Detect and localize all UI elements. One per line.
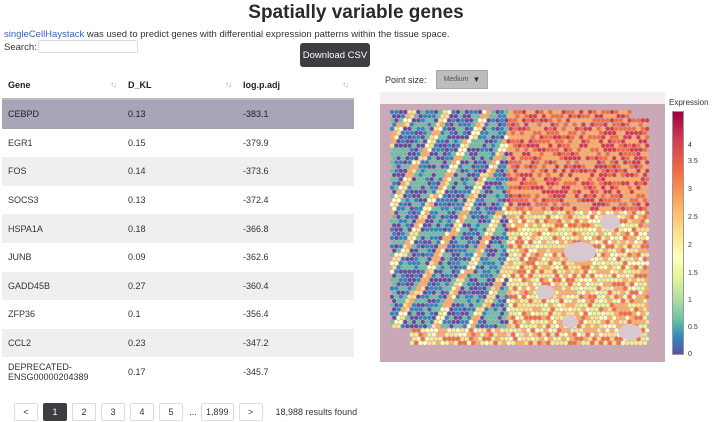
pagination: < 1 2 3 4 5 ... 1,899 > 18,988 results f… xyxy=(14,402,357,422)
column-header-label: Gene xyxy=(8,80,31,90)
page-button-last[interactable]: 1,899 xyxy=(201,403,234,421)
expression-colorbar xyxy=(672,111,684,355)
logp-cell: -347.2 xyxy=(237,328,354,358)
column-header-label: log.p.adj xyxy=(243,80,280,90)
table-row[interactable]: HSPA1A 0.18 -366.8 xyxy=(2,214,354,243)
dkl-cell: 0.09 xyxy=(122,242,237,272)
genes-table: Gene ↑↓ D_KL ↑↓ log.p.adj ↑↓ CEBPD 0.13 -383.… xyxy=(2,72,354,386)
page-button-4[interactable]: 4 xyxy=(130,403,154,421)
intro-text: singleCellHaystack was used to predict g… xyxy=(4,29,450,40)
dkl-cell: 0.17 xyxy=(122,357,237,386)
gene-cell: HSPA1A xyxy=(2,214,122,243)
search-input[interactable] xyxy=(38,40,138,53)
legend-tick-label: 3 xyxy=(688,186,692,193)
logp-cell: -383.1 xyxy=(237,99,354,129)
legend-tick-label: 2.5 xyxy=(688,214,698,221)
point-size-value: Medium xyxy=(443,76,469,83)
table-row[interactable]: CEBPD 0.13 -383.1 xyxy=(2,99,354,129)
search-label: Search: xyxy=(4,42,37,53)
dkl-cell: 0.27 xyxy=(122,271,237,301)
column-header-dkl[interactable]: D_KL ↑↓ xyxy=(122,72,237,100)
gene-cell: ZFP36 xyxy=(2,300,122,329)
gene-cell: CEBPD xyxy=(2,99,122,129)
sort-icon[interactable]: ↑↓ xyxy=(342,80,349,89)
table-row[interactable]: SOCS3 0.13 -372.4 xyxy=(2,185,354,215)
table-row[interactable]: JUNB 0.09 -362.6 xyxy=(2,242,354,272)
gene-cell: CCL2 xyxy=(2,328,122,358)
download-csv-button[interactable]: Download CSV xyxy=(300,43,370,67)
column-header-gene[interactable]: Gene ↑↓ xyxy=(2,72,122,100)
gene-cell: DEPRECATED-ENSG00000204389 xyxy=(2,357,122,386)
logp-cell: -360.4 xyxy=(237,271,354,301)
legend-tick-label: 3.5 xyxy=(688,158,698,165)
next-page-button[interactable]: > xyxy=(238,403,263,421)
logp-cell: -373.6 xyxy=(237,157,354,186)
dkl-cell: 0.13 xyxy=(122,185,237,215)
gene-cell: GADD45B xyxy=(2,271,122,301)
gene-cell: EGR1 xyxy=(2,128,122,158)
dkl-cell: 0.14 xyxy=(122,157,237,186)
intro-description: was used to predict genes with different… xyxy=(84,29,450,40)
dkl-cell: 0.18 xyxy=(122,214,237,243)
page-button-3[interactable]: 3 xyxy=(101,403,125,421)
legend-tick-label: 4 xyxy=(688,142,692,149)
legend-tick-label: 2 xyxy=(688,242,692,249)
table-row[interactable]: FOS 0.14 -373.6 xyxy=(2,157,354,186)
spatial-expression-map[interactable] xyxy=(380,92,665,362)
page-button-1[interactable]: 1 xyxy=(43,403,67,421)
sort-icon[interactable]: ↑↓ xyxy=(110,80,117,89)
table-row[interactable]: EGR1 0.15 -379.9 xyxy=(2,128,354,158)
logp-cell: -366.8 xyxy=(237,214,354,243)
pagination-ellipsis: ... xyxy=(188,403,198,421)
prev-page-button[interactable]: < xyxy=(14,403,38,421)
point-size-label: Point size: xyxy=(385,75,427,85)
table-row[interactable]: CCL2 0.23 -347.2 xyxy=(2,328,354,358)
dkl-cell: 0.15 xyxy=(122,128,237,158)
legend-tick-label: 0 xyxy=(688,351,692,358)
page-button-2[interactable]: 2 xyxy=(72,403,96,421)
sort-icon[interactable]: ↑↓ xyxy=(225,80,232,89)
gene-cell: JUNB xyxy=(2,242,122,272)
gene-cell: FOS xyxy=(2,157,122,186)
logp-cell: -356.4 xyxy=(237,300,354,329)
tissue-image xyxy=(380,92,665,362)
table-header-row: Gene ↑↓ D_KL ↑↓ log.p.adj ↑↓ xyxy=(2,72,354,100)
logp-cell: -372.4 xyxy=(237,185,354,215)
column-header-label: D_KL xyxy=(128,80,152,90)
chevron-down-icon: ▼ xyxy=(472,75,481,84)
table-row[interactable]: DEPRECATED-ENSG00000204389 0.17 -345.7 xyxy=(2,357,354,386)
singlecellhaystack-link[interactable]: singleCellHaystack xyxy=(4,29,85,40)
table-row[interactable]: ZFP36 0.1 -356.4 xyxy=(2,300,354,329)
logp-cell: -379.9 xyxy=(237,128,354,158)
dkl-cell: 0.13 xyxy=(122,99,237,129)
table-row[interactable]: GADD45B 0.27 -360.4 xyxy=(2,271,354,301)
page-button-5[interactable]: 5 xyxy=(159,403,183,421)
page-title: Spatially variable genes xyxy=(248,2,464,23)
logp-cell: -362.6 xyxy=(237,242,354,272)
column-header-logp[interactable]: log.p.adj ↑↓ xyxy=(237,72,354,100)
logp-cell: -345.7 xyxy=(237,357,354,386)
point-size-select[interactable]: Medium ▼ xyxy=(436,70,488,89)
gene-cell: SOCS3 xyxy=(2,185,122,215)
dkl-cell: 0.23 xyxy=(122,328,237,358)
dkl-cell: 0.1 xyxy=(122,300,237,329)
results-count: 18,988 results found xyxy=(275,407,358,417)
legend-title: Expression xyxy=(669,98,709,107)
legend-tick-label: 1 xyxy=(688,297,692,304)
legend-tick-label: 0.5 xyxy=(688,324,698,331)
legend-tick-label: 1.5 xyxy=(688,270,698,277)
